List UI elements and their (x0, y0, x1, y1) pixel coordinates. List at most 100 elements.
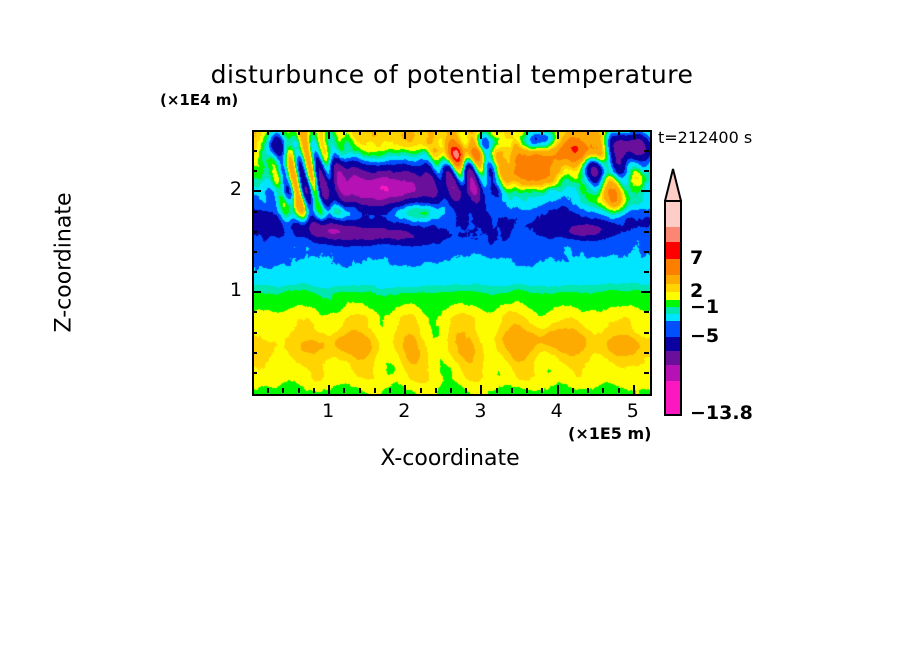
x-tick-minor-top (373, 130, 376, 135)
x-tick-minor (282, 388, 285, 393)
y-tick-minor-right (644, 331, 649, 334)
x-tick-minor-top (282, 130, 285, 135)
x-tick-minor-top (419, 130, 422, 135)
colorbar-tick-label: 7 (690, 247, 704, 270)
y-tick-label: 1 (229, 279, 242, 302)
y-tick-minor (252, 230, 257, 233)
y-tick-minor (252, 271, 257, 274)
x-tick-minor (343, 388, 346, 393)
x-axis-unit-label: (×1E5 m) (568, 424, 652, 443)
x-tick-minor-top (587, 130, 590, 135)
colorbar-band (666, 283, 680, 292)
colorbar-tick-label: −5 (690, 325, 720, 348)
x-tick-minor (297, 388, 300, 393)
plot-area[interactable] (252, 130, 652, 396)
x-tick-major (632, 385, 635, 394)
y-tick-minor-right (644, 230, 649, 233)
colorbar-tick-label: −1 (690, 295, 720, 318)
x-tick-minor-top (267, 130, 270, 135)
y-tick-minor (252, 351, 257, 354)
y-tick-minor (252, 210, 257, 213)
colorbar-band (666, 227, 680, 242)
y-axis-unit-label: (×1E4 m) (160, 91, 239, 109)
x-tick-minor (495, 388, 498, 393)
x-tick-label: 3 (474, 400, 487, 422)
y-axis-title: Z-coordinate (51, 192, 77, 333)
x-tick-major (404, 385, 407, 394)
colorbar-band (666, 274, 680, 284)
y-tick-minor-right (644, 170, 649, 173)
colorbar-tick-label: −13.8 (690, 402, 753, 424)
y-tick-minor (252, 371, 257, 374)
colorbar-band (666, 291, 680, 300)
y-tick-label: 2 (229, 178, 242, 201)
x-tick-major (480, 385, 483, 394)
colorbar-bands (664, 200, 682, 416)
x-tick-minor (526, 388, 529, 393)
colorbar-band (666, 299, 680, 308)
colorbar-band (666, 321, 680, 338)
colorbar-tick-label: 2 (690, 279, 704, 302)
x-tick-minor-top (602, 130, 605, 135)
y-tick-major (252, 291, 261, 294)
x-tick-minor (450, 388, 452, 393)
y-tick-major-right (641, 190, 650, 193)
colorbar-band (666, 365, 680, 381)
x-tick-minor (617, 388, 620, 393)
colorbar-band (666, 337, 680, 351)
x-tick-label: 5 (626, 400, 639, 422)
time-stamp-label: t=212400 s (658, 128, 753, 147)
x-tick-minor-top (450, 130, 452, 135)
x-tick-minor-top (571, 130, 574, 135)
x-tick-minor-top (358, 130, 361, 135)
x-tick-minor-top (541, 130, 544, 135)
x-tick-minor (434, 388, 437, 393)
x-tick-minor (312, 388, 315, 393)
x-tick-minor (602, 388, 605, 393)
y-tick-minor (252, 170, 257, 173)
x-tick-minor-top (434, 130, 437, 135)
y-tick-minor-right (644, 150, 649, 153)
x-tick-major-top (328, 130, 331, 139)
x-tick-minor (419, 388, 422, 393)
x-tick-minor (465, 388, 468, 393)
x-tick-major (556, 385, 559, 394)
y-tick-minor (252, 150, 257, 153)
colorbar-extend-arrow-icon (664, 168, 682, 202)
x-tick-major-top (632, 130, 635, 139)
x-tick-minor (373, 388, 376, 393)
x-tick-minor (510, 388, 513, 393)
y-tick-minor (252, 250, 257, 253)
x-axis-title: X-coordinate (380, 446, 520, 471)
y-tick-major (252, 190, 261, 193)
x-tick-label: 1 (322, 400, 335, 422)
y-tick-minor (252, 331, 257, 334)
x-tick-major-top (556, 130, 559, 139)
x-tick-minor-top (465, 130, 468, 135)
y-tick-minor-right (644, 271, 649, 274)
x-tick-minor-top (617, 130, 620, 135)
x-tick-minor-top (312, 130, 315, 135)
x-tick-minor-top (297, 130, 300, 135)
x-tick-minor (389, 388, 392, 393)
x-tick-minor-top (510, 130, 513, 135)
colorbar-band (666, 307, 680, 314)
x-tick-minor (571, 388, 574, 393)
x-tick-label: 2 (398, 400, 411, 422)
x-tick-minor-top (343, 130, 346, 135)
x-tick-major (328, 385, 331, 394)
colorbar-band (666, 258, 680, 275)
x-tick-minor (541, 388, 544, 393)
y-tick-minor-right (644, 250, 649, 253)
y-tick-minor (252, 311, 257, 314)
colorbar-band (666, 202, 680, 228)
x-tick-minor (267, 388, 270, 393)
y-tick-minor-right (644, 371, 649, 374)
x-tick-major-top (404, 130, 407, 139)
page-title: disturbunce of potential temperature (210, 60, 694, 89)
x-tick-minor (358, 388, 361, 393)
x-tick-label: 4 (550, 400, 563, 422)
colorbar-band (666, 313, 680, 322)
x-tick-minor-top (495, 130, 498, 135)
